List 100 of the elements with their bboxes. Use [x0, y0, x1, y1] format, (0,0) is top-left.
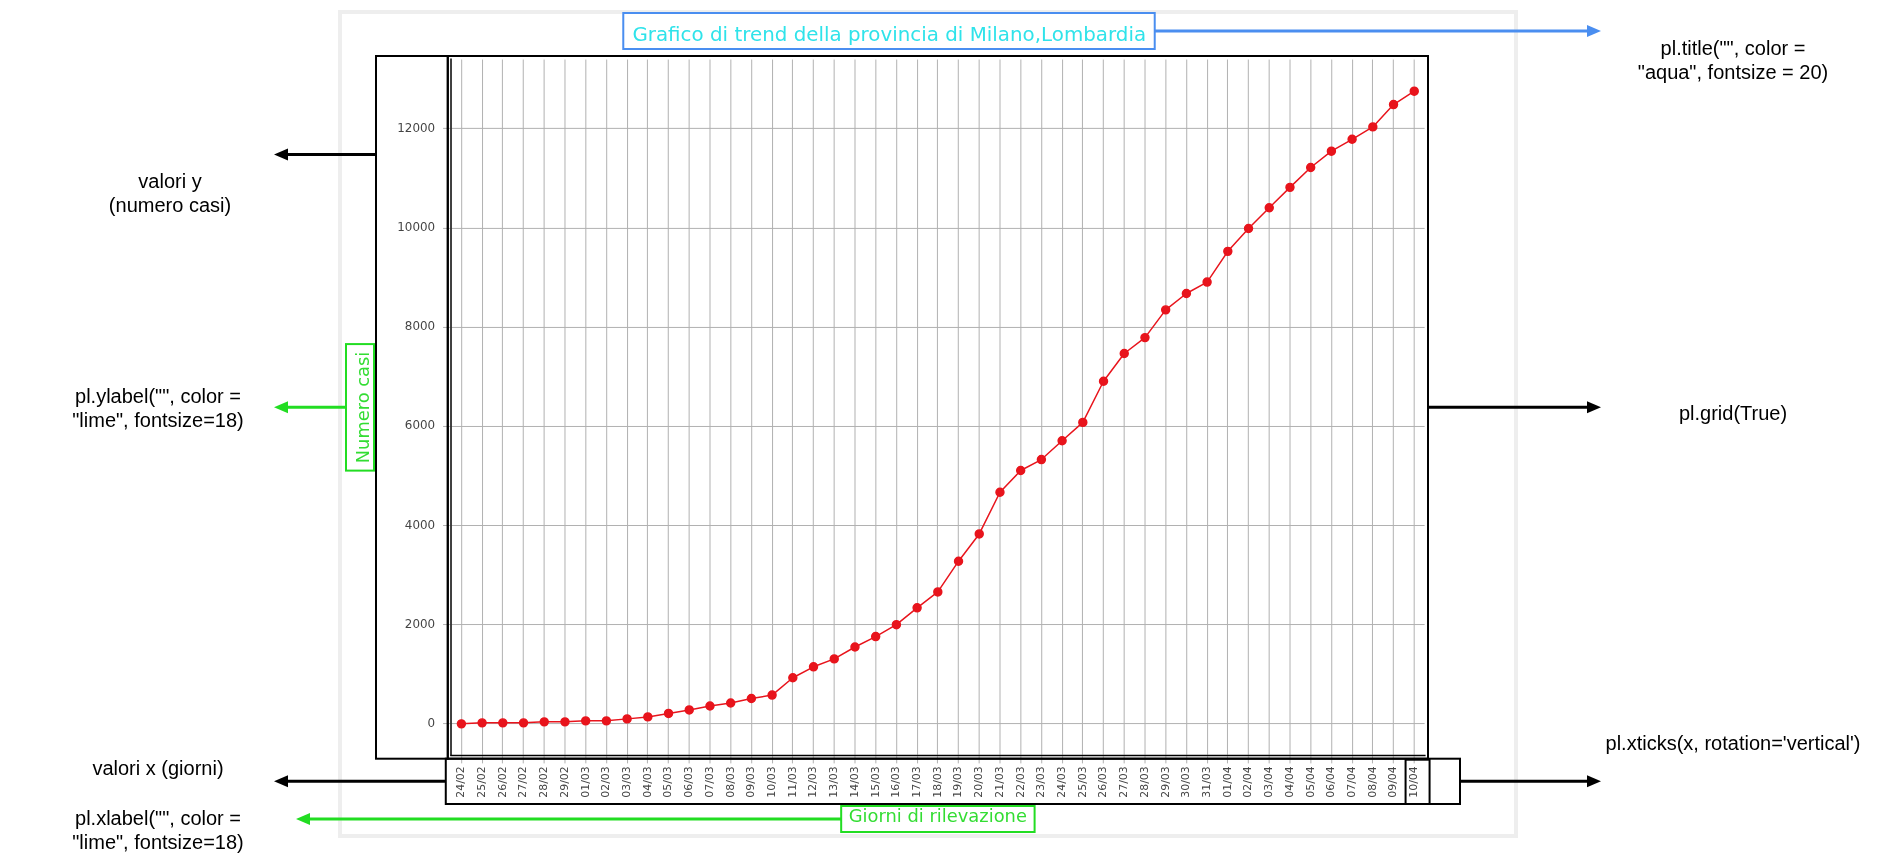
point [1140, 332, 1150, 343]
point [1409, 86, 1419, 96]
x-tick-label: 02/04 [1241, 766, 1255, 798]
x-tick-label: 25/03 [1075, 766, 1089, 798]
point [663, 708, 674, 719]
x-tick-label: 12/03 [806, 766, 820, 798]
x-tick-label: 10/03 [764, 766, 778, 798]
x-tick-label: 22/03 [1013, 766, 1027, 798]
y-tick-label: 0 [427, 715, 436, 730]
x-tick-label: 21/03 [992, 766, 1006, 798]
x-tick-label: 30/03 [1179, 766, 1193, 798]
point [1326, 146, 1337, 156]
x-tick-label: 17/03 [909, 766, 923, 798]
x-tick-label: 09/03 [744, 766, 758, 798]
x-tick-label: 29/03 [1158, 766, 1172, 798]
x-tick-label: 29/02 [557, 766, 571, 798]
y-axis-title: Numero casi [352, 351, 374, 464]
x-axis-title: Giorni di rilevazione [848, 805, 1027, 826]
point [891, 619, 902, 630]
point [767, 690, 777, 700]
point [477, 718, 487, 728]
x-tick-label: 05/04 [1303, 766, 1317, 798]
point [580, 716, 591, 726]
point [974, 529, 984, 539]
x-tick-label: 05/03 [661, 766, 675, 798]
point [1119, 348, 1129, 359]
x-tick-label: 08/04 [1365, 766, 1379, 798]
point [1160, 305, 1171, 315]
x-tick-label: 26/02 [495, 766, 509, 798]
x-tick-label: 13/03 [827, 766, 841, 798]
text: pl.xticks(x, rotation='vertical') [1604, 731, 1862, 755]
text: pl.ylabel("", color = "lime", fontsize=18) [71, 384, 245, 432]
x-tick-label: 27/02 [516, 766, 530, 798]
point [725, 698, 736, 708]
point [643, 712, 653, 722]
point [1078, 417, 1088, 428]
x-tick-label: 07/03 [702, 766, 716, 798]
x-tick-label: 28/03 [1137, 766, 1151, 798]
chart-title: Grafico di trend della provincia di Milano,Lombardia [632, 22, 1147, 46]
text: valori y (numero casi) [107, 169, 233, 217]
point [518, 718, 529, 728]
x-tick-label: 01/03 [578, 766, 592, 798]
point [684, 705, 694, 715]
point [746, 693, 757, 704]
point [850, 642, 860, 652]
point [912, 603, 922, 613]
point [1388, 99, 1399, 110]
x-tick-label: 26/03 [1096, 766, 1110, 798]
point [1368, 122, 1378, 132]
point [1223, 246, 1233, 257]
point [498, 718, 508, 728]
x-tick-label: 09/04 [1386, 766, 1400, 798]
x-tick-label: 07/04 [1344, 766, 1358, 798]
x-tick-label: 14/03 [847, 766, 861, 798]
x-tick-label: 20/03 [972, 766, 986, 798]
x-tick-label: 27/03 [1117, 766, 1131, 798]
x-tick-label: 25/02 [474, 766, 488, 798]
y-tick-label: 4000 [404, 517, 436, 532]
point [1181, 288, 1192, 299]
y-tick-label: 8000 [404, 319, 436, 334]
x-tick-label: 02/03 [599, 766, 613, 798]
point [1098, 376, 1109, 386]
point [870, 631, 881, 642]
x-tick-label: 18/03 [930, 766, 944, 798]
text: pl.grid(True) [1677, 401, 1789, 425]
x-tick-label: 08/03 [723, 766, 737, 798]
point [622, 714, 632, 724]
point [1015, 465, 1026, 476]
x-tick-label: 11/03 [785, 766, 799, 798]
x-tick-label: 28/02 [537, 766, 551, 798]
point [933, 587, 943, 597]
x-tick-label: 24/03 [1054, 766, 1068, 798]
x-tick-label: 10/04 [1407, 766, 1421, 798]
point [1202, 277, 1212, 287]
y-tick-label: 6000 [404, 418, 436, 433]
x-tick-label: 23/03 [1034, 766, 1048, 798]
x-tick-label: 04/04 [1282, 766, 1296, 798]
point [1264, 202, 1274, 213]
text: pl.title("", color = "aqua", fontsize = 20) [1636, 36, 1830, 84]
x-tick-label: 19/03 [951, 766, 965, 798]
x-tick-label: 01/04 [1220, 766, 1234, 798]
point [788, 673, 798, 683]
text: pl.xlabel("", color = "lime", fontsize=18) [71, 806, 245, 854]
x-tick-label: 31/03 [1199, 766, 1213, 798]
point [1305, 162, 1316, 173]
point [601, 716, 612, 726]
point [705, 701, 715, 711]
x-tick-label: 15/03 [868, 766, 882, 798]
point [1347, 134, 1357, 144]
x-tick-label: 03/03 [619, 766, 633, 798]
point [539, 717, 549, 727]
x-tick-label: 04/03 [640, 766, 654, 798]
point [829, 654, 839, 664]
y-tick-label: 2000 [404, 616, 436, 631]
point [995, 487, 1005, 498]
x-tick-label: 16/03 [889, 766, 903, 798]
point [1036, 454, 1047, 465]
x-tick-label: 03/04 [1262, 766, 1276, 798]
point [560, 717, 570, 727]
point [1057, 436, 1067, 446]
